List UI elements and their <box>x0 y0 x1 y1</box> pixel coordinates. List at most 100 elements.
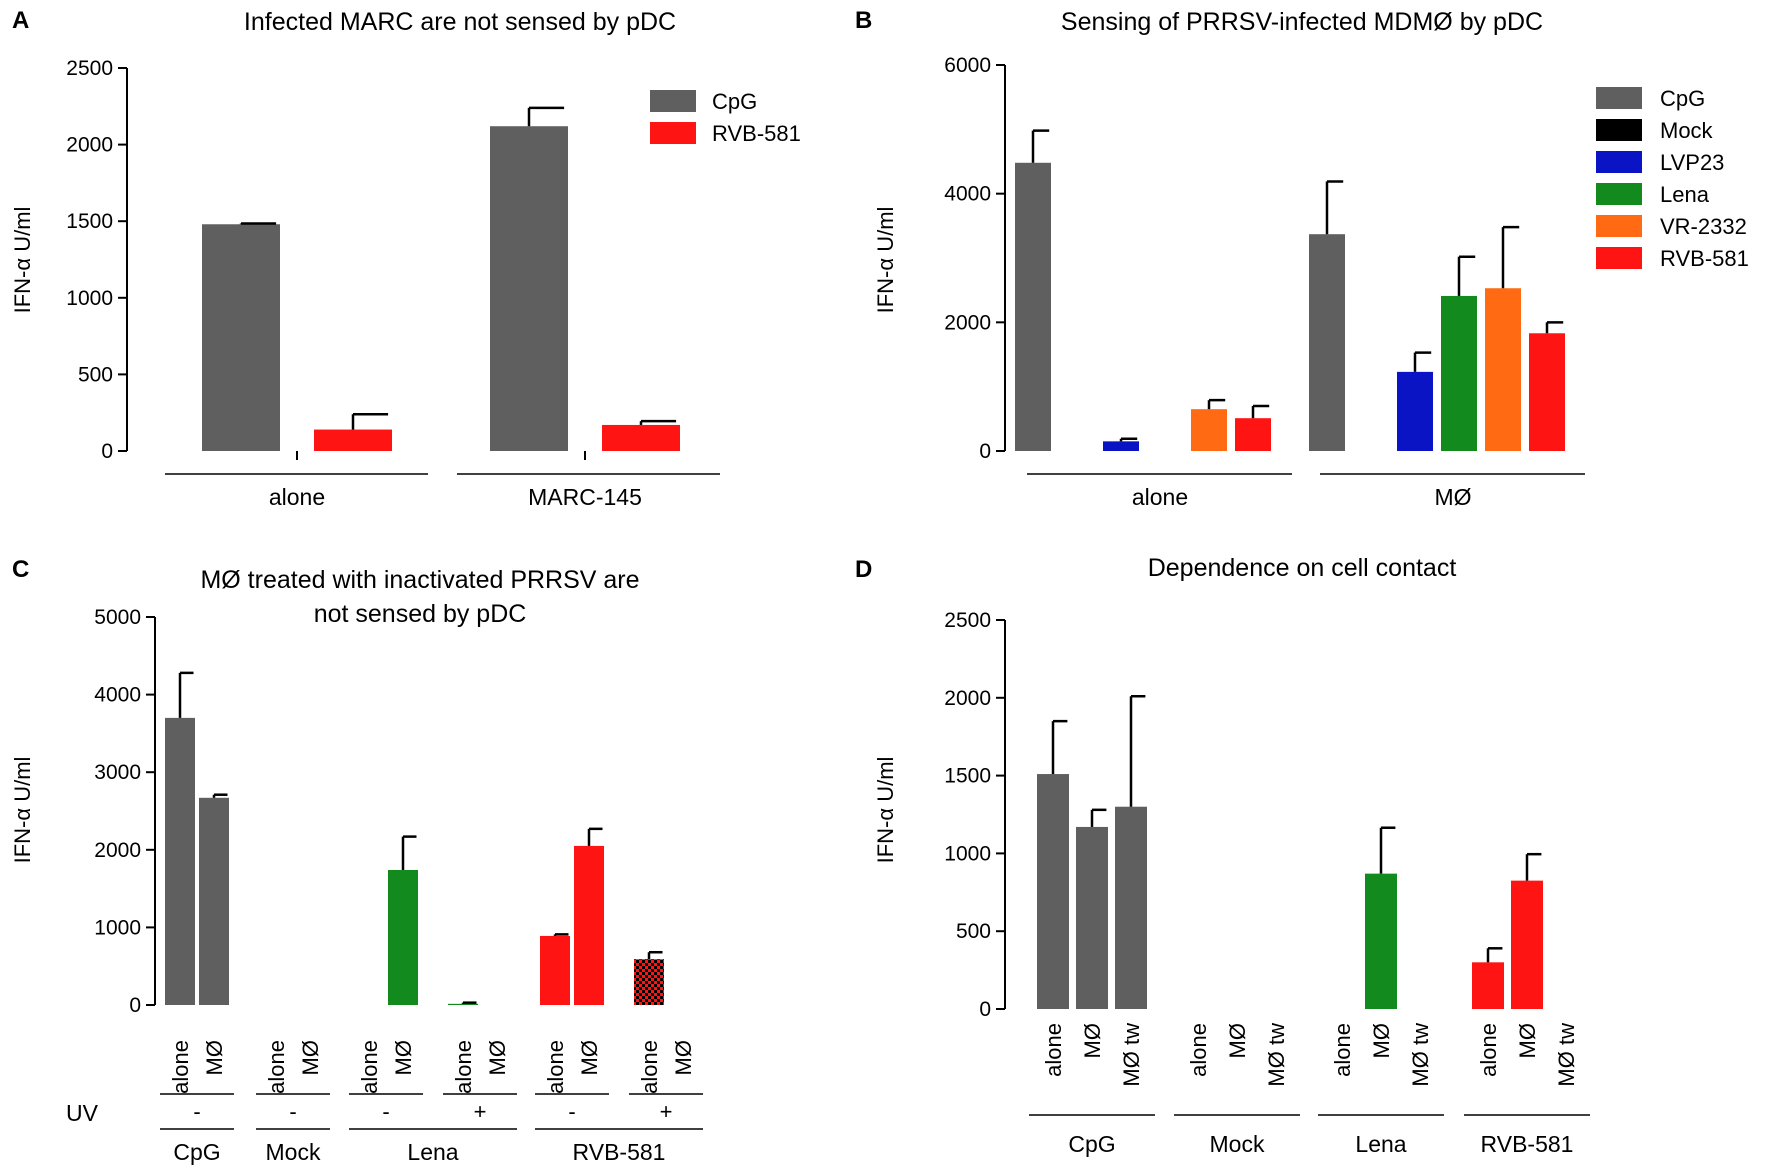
panel-a-title: Infected MARC are not sensed by pDC <box>244 8 676 36</box>
panel-d-rvb-581-bar <box>1511 880 1543 1009</box>
panel-c-category-label: alone <box>451 1040 476 1094</box>
panel-b-y-tick-label: 0 <box>979 440 991 463</box>
panel-d-category-label: MØ <box>1225 1023 1250 1058</box>
panel-d-rvb-581-bar <box>1472 962 1504 1009</box>
panel-b-vr-2332-bar <box>1485 288 1521 451</box>
panel-b-title: Sensing of PRRSV-infected MDMØ by pDC <box>1061 8 1543 36</box>
panel-c-uv-value: + <box>660 1099 673 1124</box>
panel-d-category-label: alone <box>1186 1023 1211 1077</box>
panel-c-group-label: CpG <box>173 1139 220 1165</box>
panel-b-lvp23-bar <box>1103 441 1139 451</box>
panel-d-y-tick-label: 1500 <box>944 765 991 788</box>
panel-b-legend-label: Lena <box>1660 182 1710 207</box>
panel-d-yaxis: 0 500 1000 1500 2000 2500 <box>944 609 1006 1021</box>
panel-b-group-label: alone <box>1132 484 1188 510</box>
panel-b-group-label: MØ <box>1434 484 1471 510</box>
panel-c-category-label: MØ <box>671 1040 696 1075</box>
panel-d-cpg-bar <box>1037 774 1069 1009</box>
panel-b-legend-swatch <box>1596 183 1642 205</box>
panel-c-category-label: alone <box>357 1040 382 1094</box>
panel-b-lena-bar <box>1441 295 1477 451</box>
panel-c-y-tick-label: 1000 <box>94 916 141 939</box>
panel-b-y-tick-label: 2000 <box>944 311 991 334</box>
panel-b-legend-label: LVP23 <box>1660 150 1724 175</box>
panel-d-group-label: Lena <box>1355 1131 1406 1157</box>
panel-d-category-label: MØ tw <box>1408 1023 1433 1087</box>
panel-a-yaxis: 0 500 1000 1500 2000 2500 <box>66 57 128 463</box>
panel-d-y-tick-label: 1000 <box>944 842 991 865</box>
panel-b-cpg-bar <box>1015 162 1051 451</box>
panel-c-uv-value: - <box>289 1099 296 1124</box>
panel-b-vr-2332-bar <box>1191 409 1227 451</box>
panel-b-legend-swatch <box>1596 87 1642 109</box>
panel-a-group-label: MARC-145 <box>528 484 642 510</box>
panel-c-ylabel: IFN-α U/ml <box>10 757 35 864</box>
panel-c-rvb-581-bar <box>634 959 664 1005</box>
panel-c-yaxis: 0 1000 2000 3000 4000 5000 <box>94 606 156 1017</box>
panel-c-y-tick-label: 2000 <box>94 839 141 862</box>
panel-c-lena-bar <box>388 869 418 1005</box>
panel-c-y-tick-label: 3000 <box>94 761 141 784</box>
panel-d-cpg-bar <box>1076 826 1108 1009</box>
panel-a-ylabel: IFN-α U/ml <box>10 207 35 314</box>
panel-b-yaxis: 0 2000 4000 6000 <box>944 54 1006 463</box>
panel-c-cpg-bar <box>199 797 229 1005</box>
panel-c-category-label: MØ <box>202 1040 227 1075</box>
panel-c-lena-bar <box>448 1003 478 1005</box>
panel-a-y-tick-label: 0 <box>101 440 113 463</box>
panel-c-title-line-1: MØ treated with inactivated PRRSV are <box>200 566 639 594</box>
panel-d-title: Dependence on cell contact <box>1148 554 1457 582</box>
panel-c: MØ treated with inactivated PRRSV are no… <box>10 566 703 1165</box>
panel-d-category-label: MØ <box>1369 1023 1394 1058</box>
panel-c-group-label: RVB-581 <box>573 1139 666 1165</box>
panel-label-d: D <box>855 556 872 583</box>
panel-b-legend-label: RVB-581 <box>1660 246 1749 271</box>
panel-c-group-label: Lena <box>407 1139 458 1165</box>
panel-d-category-label: alone <box>1330 1023 1355 1077</box>
panel-b-y-tick-label: 4000 <box>944 183 991 206</box>
panel-c-rvb-581-bar <box>574 845 604 1005</box>
panel-d-category-label: MØ tw <box>1554 1023 1579 1087</box>
panel-b-lvp23-bar <box>1397 371 1433 451</box>
panel-d-bars <box>1037 694 1543 1009</box>
panel-a-legend-label: RVB-581 <box>712 121 801 146</box>
panel-c-y-tick-label: 4000 <box>94 684 141 707</box>
panel-b-rvb-581-bar <box>1529 333 1565 451</box>
panel-a-legend-swatch <box>650 122 696 144</box>
panel-c-cpg-bar <box>165 717 195 1005</box>
panel-d-y-tick-label: 0 <box>979 998 991 1021</box>
panel-c-uv-value: - <box>193 1099 200 1124</box>
panel-c-uv-label: UV <box>66 1100 99 1126</box>
panel-c-title-line-2: not sensed by pDC <box>314 600 527 628</box>
panel-c-group-label: Mock <box>266 1139 321 1165</box>
panel-label-c: C <box>12 556 29 583</box>
panel-b-groups: alone MØ <box>1027 473 1585 510</box>
panel-a-legend-swatch <box>650 90 696 112</box>
panel-a-y-tick-label: 1000 <box>66 287 113 310</box>
panel-b-cpg-bar <box>1309 234 1345 451</box>
panel-d: Dependence on cell contact IFN-α U/ml 0 5… <box>873 554 1590 1157</box>
panel-b-legend-swatch <box>1596 119 1642 141</box>
panel-a-rvb-581-bar <box>602 424 680 451</box>
panel-c-rvb-581-bar <box>540 935 570 1005</box>
panel-a-legend-label: CpG <box>712 89 757 114</box>
panel-b: Sensing of PRRSV-infected MDMØ by pDC IF… <box>873 8 1749 510</box>
panel-d-ylabel: IFN-α U/ml <box>873 757 898 864</box>
panel-b-legend-label: VR-2332 <box>1660 214 1747 239</box>
panel-c-bars <box>165 671 664 1005</box>
panel-b-legend-swatch <box>1596 151 1642 173</box>
panel-c-category-label: MØ <box>485 1040 510 1075</box>
panel-a-y-tick-label: 2000 <box>66 134 113 157</box>
panel-c-category-label: MØ <box>577 1040 602 1075</box>
panel-c-category-label: alone <box>168 1040 193 1094</box>
panel-b-y-tick-label: 6000 <box>944 54 991 77</box>
panel-a-rvb-581-bar <box>314 429 392 451</box>
panel-d-category-label: alone <box>1041 1023 1066 1077</box>
panel-d-group-label: CpG <box>1068 1131 1115 1157</box>
panel-a-y-tick-label: 2500 <box>66 57 113 80</box>
panel-d-cpg-bar <box>1115 806 1147 1009</box>
panel-d-category-label: MØ <box>1515 1023 1540 1058</box>
panel-d-category-label: alone <box>1476 1023 1501 1077</box>
